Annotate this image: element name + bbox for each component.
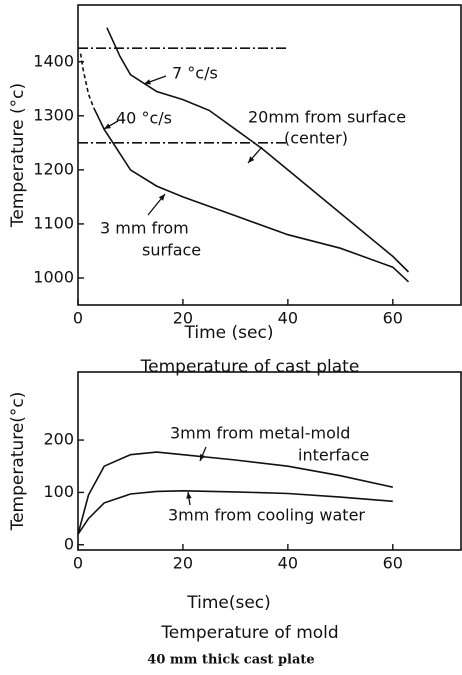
chart-title: Temperature of mold bbox=[160, 623, 338, 643]
arrow-head bbox=[186, 492, 192, 499]
annotation: 40 °c/s bbox=[116, 109, 172, 128]
x-tick-label: 40 bbox=[278, 309, 298, 328]
y-tick-label: 1100 bbox=[33, 213, 74, 232]
curve bbox=[77, 451, 393, 535]
y-tick-label: 100 bbox=[43, 482, 74, 501]
annotation: 3mm from cooling water bbox=[168, 506, 365, 525]
y-tick-label: 1400 bbox=[33, 51, 74, 70]
y-tick-label: 1000 bbox=[33, 267, 74, 286]
annotation: 20mm from surface bbox=[248, 108, 406, 127]
x-tick-label: 40 bbox=[278, 554, 298, 573]
x-tick-label: 20 bbox=[173, 309, 193, 328]
y-tick-label: 1300 bbox=[33, 105, 74, 124]
arrow-head bbox=[104, 123, 111, 129]
x-tick-label: 60 bbox=[383, 554, 403, 573]
y-tick-label: 200 bbox=[43, 430, 74, 449]
arrow-head bbox=[248, 156, 255, 163]
arrow-head bbox=[158, 194, 165, 201]
curve bbox=[92, 107, 410, 283]
y-axis-label: Temperature(°c) bbox=[8, 392, 28, 532]
y-tick-label: 1200 bbox=[33, 159, 74, 178]
plot-frame bbox=[77, 371, 462, 551]
caption: 40 mm thick cast plate bbox=[147, 653, 314, 668]
x-tick-label: 0 bbox=[73, 554, 83, 573]
curve bbox=[106, 27, 410, 273]
chart-title: Temperature of cast plate bbox=[140, 357, 360, 377]
curve bbox=[79, 53, 95, 108]
arrow-head bbox=[144, 79, 151, 85]
annotation: surface bbox=[142, 241, 201, 260]
annotation: interface bbox=[298, 446, 369, 465]
annotation: 7 °c/s bbox=[172, 64, 218, 83]
y-axis-label: Temperature (°c) bbox=[8, 83, 28, 228]
x-tick-label: 60 bbox=[383, 309, 403, 328]
annotation: 3 mm from bbox=[100, 219, 189, 238]
x-tick-label: 20 bbox=[173, 554, 193, 573]
x-tick-label: 0 bbox=[73, 309, 83, 328]
annotation: 3mm from metal-mold bbox=[170, 424, 350, 443]
x-axis-label: Time(sec) bbox=[186, 593, 271, 613]
y-tick-label: 0 bbox=[64, 534, 74, 553]
arrow-head bbox=[200, 454, 206, 461]
x-axis-label: Time (sec) bbox=[184, 323, 274, 343]
plot-frame bbox=[77, 4, 462, 306]
curve bbox=[77, 489, 393, 535]
annotation: (center) bbox=[284, 129, 348, 148]
